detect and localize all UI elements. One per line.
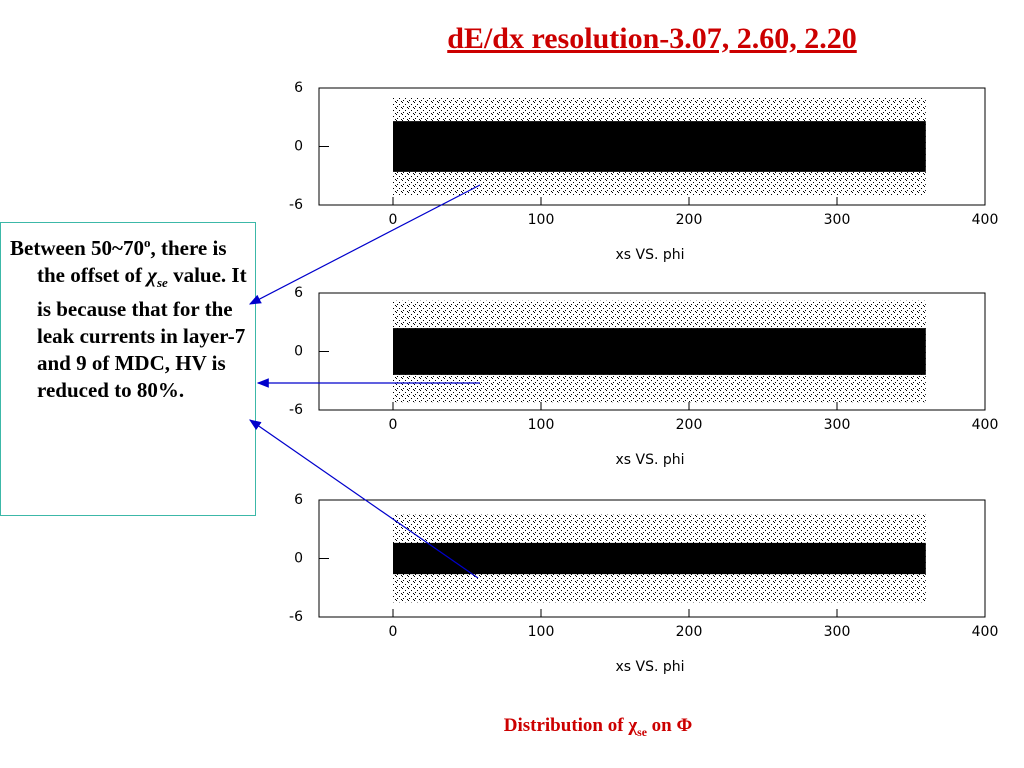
x-tick-label: 0 bbox=[389, 417, 398, 433]
y-tick-label: 0 bbox=[294, 344, 303, 360]
x-tick-label: 400 bbox=[972, 417, 999, 433]
y-tick-label: 0 bbox=[294, 139, 303, 155]
y-tick-label: 0 bbox=[294, 551, 303, 567]
plots: 6 0 -6 0 100 200 300 400 xs VS. phi 6 0 -6 0 100 200 30… bbox=[289, 80, 998, 675]
y-tick-label: -6 bbox=[289, 197, 303, 213]
x-tick-label: 200 bbox=[676, 212, 703, 228]
x-tick-label: 300 bbox=[824, 212, 851, 228]
caption-sub: se bbox=[637, 725, 647, 739]
x-tick-label: 300 bbox=[824, 417, 851, 433]
arrows bbox=[248, 184, 481, 579]
x-tick-label: 400 bbox=[972, 624, 999, 640]
data-band bbox=[393, 542, 926, 575]
note-symbol: χ bbox=[147, 263, 157, 287]
note-box: Between 50~70o, there is the offset of χ… bbox=[0, 222, 256, 516]
x-tick-label: 400 bbox=[972, 212, 999, 228]
caption: Distribution of χse on Φ bbox=[400, 715, 796, 740]
y-tick-label: -6 bbox=[289, 609, 303, 625]
note-text: , there is the offset of bbox=[37, 236, 227, 287]
x-axis-label: xs VS. phi bbox=[615, 247, 684, 263]
x-tick-label: 300 bbox=[824, 624, 851, 640]
caption-symbol: χ bbox=[628, 715, 638, 736]
x-tick-label: 100 bbox=[528, 212, 555, 228]
note-text: Between 50~70 bbox=[10, 236, 144, 260]
y-tick-label: -6 bbox=[289, 402, 303, 418]
arrow bbox=[248, 184, 481, 305]
x-axis-label: xs VS. phi bbox=[615, 659, 684, 675]
x-tick-label: 200 bbox=[676, 417, 703, 433]
x-axis-label: xs VS. phi bbox=[615, 452, 684, 468]
x-tick-label: 0 bbox=[389, 624, 398, 640]
caption-text: Distribution of bbox=[503, 715, 629, 736]
x-tick-label: 100 bbox=[528, 624, 555, 640]
x-tick-label: 200 bbox=[676, 624, 703, 640]
note-sup: o bbox=[143, 235, 151, 250]
data-band bbox=[393, 121, 926, 172]
x-tick-label: 100 bbox=[528, 417, 555, 433]
arrow bbox=[249, 419, 479, 579]
data-band bbox=[393, 328, 926, 375]
caption-text: on Φ bbox=[646, 715, 693, 736]
x-tick-label: 0 bbox=[389, 212, 398, 228]
note-text: value. It is because that for the leak c… bbox=[37, 263, 247, 403]
slide-title: dE/dx resolution-3.07, 2.60, 2.20 bbox=[447, 22, 857, 55]
y-tick-label: 6 bbox=[294, 492, 303, 508]
note-sub: se bbox=[156, 275, 168, 291]
y-tick-label: 6 bbox=[294, 80, 303, 96]
y-tick-label: 6 bbox=[294, 285, 303, 301]
